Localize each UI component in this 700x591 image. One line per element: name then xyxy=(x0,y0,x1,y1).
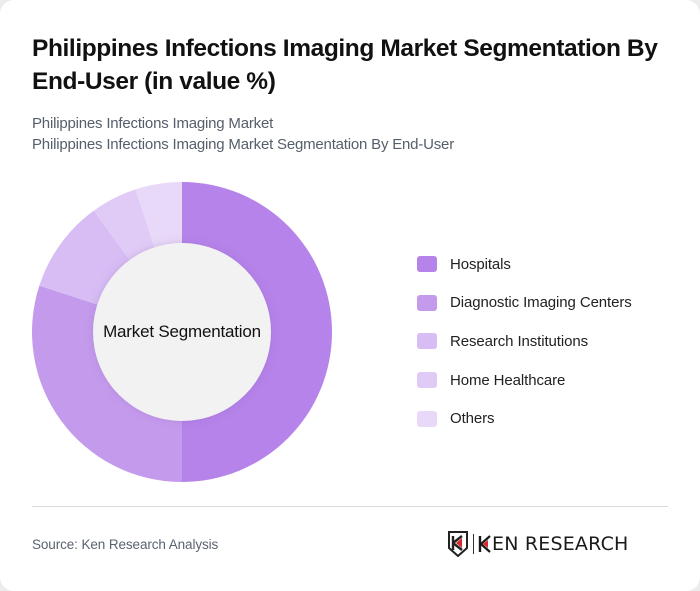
legend-item-hospitals[interactable]: Hospitals xyxy=(417,245,632,284)
legend-item-home-healthcare[interactable]: Home Healthcare xyxy=(417,361,632,400)
legend-swatch xyxy=(417,410,437,427)
legend: Hospitals Diagnostic Imaging Centers Res… xyxy=(417,245,632,438)
legend-item-research-institutions[interactable]: Research Institutions xyxy=(417,322,632,361)
donut-svg xyxy=(32,182,332,482)
subtitle-line-segmentation: Philippines Infections Imaging Market Se… xyxy=(32,136,454,153)
legend-item-others[interactable]: Others xyxy=(417,399,632,438)
legend-swatch xyxy=(417,372,437,389)
legend-label: Home Healthcare xyxy=(450,371,566,389)
logo-separator xyxy=(473,534,474,554)
ken-k-icon xyxy=(478,535,491,553)
donut-chart: Market Segmentation xyxy=(32,182,332,482)
page-title: Philippines Infections Imaging Market Se… xyxy=(32,35,658,95)
legend-label: Diagnostic Imaging Centers xyxy=(450,294,632,312)
subtitle-line-market: Philippines Infections Imaging Market xyxy=(32,115,274,132)
legend-label: Hospitals xyxy=(450,255,511,273)
ken-shield-icon xyxy=(448,531,468,557)
subtitle: Philippines Infections Imaging Market Ph… xyxy=(32,113,454,155)
donut-hole xyxy=(93,243,271,421)
legend-label: Research Institutions xyxy=(450,332,588,350)
legend-swatch xyxy=(417,294,437,311)
legend-swatch xyxy=(417,333,437,350)
source-note: Source: Ken Research Analysis xyxy=(32,537,219,552)
ken-research-logo: EN RESEARCH xyxy=(447,530,629,558)
legend-label: Others xyxy=(450,410,495,428)
legend-item-diagnostic-imaging-centers[interactable]: Diagnostic Imaging Centers xyxy=(417,284,632,323)
logo-text: EN RESEARCH xyxy=(492,533,629,555)
footer-divider xyxy=(32,506,668,507)
legend-swatch xyxy=(417,256,437,273)
